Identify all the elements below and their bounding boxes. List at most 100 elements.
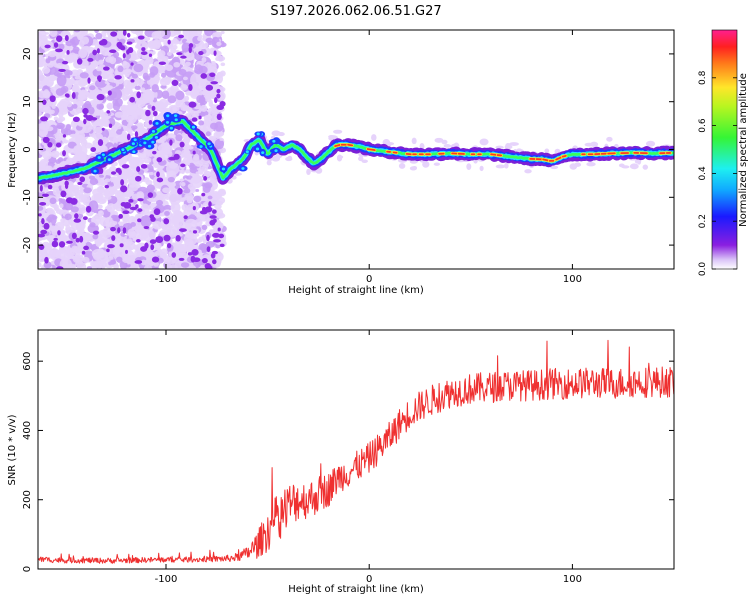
noise-spot [156, 237, 163, 242]
noise-blob [98, 59, 104, 65]
colorbar-ticks: 0.0 0.2 0.4 0.6 0.8 [698, 70, 737, 276]
noise-blob [51, 215, 58, 220]
noise-spot [62, 150, 66, 157]
noise-spot [126, 41, 133, 45]
noise-spot [206, 246, 211, 253]
noise-blob [71, 85, 79, 93]
noise-blob [54, 134, 60, 139]
noise-spot [106, 248, 110, 253]
noise-blob [87, 106, 95, 115]
noise-spot [101, 127, 105, 131]
noise-blob [172, 143, 179, 148]
noise-blob [109, 176, 119, 183]
noise-spot [178, 34, 185, 39]
trace-halo-speckle [621, 165, 630, 169]
trace-halo-speckle [371, 134, 377, 141]
noise-blob [168, 181, 173, 187]
noise-blob [151, 39, 162, 48]
noise-blob [162, 187, 171, 194]
noise-spot [44, 256, 49, 264]
noise-spot [44, 44, 51, 49]
noise-spot [82, 107, 89, 115]
x-tick-label: 100 [563, 274, 582, 285]
noise-spot [204, 206, 213, 213]
noise-spot [111, 235, 116, 242]
noise-blob [183, 143, 191, 151]
noise-spot [110, 31, 118, 37]
noise-blob [156, 199, 164, 206]
noise-spot [122, 53, 126, 59]
noise-spot [72, 116, 80, 123]
noise-spot [77, 181, 83, 186]
noise-blob [154, 31, 161, 38]
noise-blob [84, 142, 93, 149]
noise-blob [201, 79, 207, 86]
noise-blob [112, 137, 119, 143]
trace-halo-speckle [479, 165, 484, 172]
ridge-hot-red [334, 143, 342, 148]
noise-blob [207, 195, 213, 200]
noise-blob [201, 56, 207, 63]
noise-blob [82, 256, 90, 263]
noise-blob [140, 215, 152, 228]
noise-blob [131, 263, 140, 269]
noise-blob [175, 90, 185, 101]
noise-spot [211, 209, 217, 214]
noise-blob [189, 162, 194, 166]
noise-spot [107, 244, 115, 249]
noise-blob [65, 40, 74, 47]
noise-blob [47, 50, 57, 58]
noise-spot [130, 79, 135, 83]
noise-spot [47, 141, 53, 148]
figure-title: S197.2026.062.06.51.G27 [270, 4, 441, 19]
noise-spot [81, 250, 86, 255]
noise-blob [151, 84, 160, 93]
noise-spot [129, 206, 138, 211]
noise-blob [143, 92, 152, 101]
noise-blob [106, 203, 116, 213]
x-tick-label: -100 [155, 274, 178, 285]
colorbar: 0.0 0.2 0.4 0.6 0.8 Normalized spectral ampl… [698, 29, 749, 276]
noise-blob [43, 89, 49, 95]
noise-spot [192, 230, 198, 234]
noise-blob [180, 181, 186, 187]
noise-spot [190, 255, 196, 263]
noise-blob [140, 203, 150, 214]
noise-blob [89, 63, 97, 69]
noise-spot [137, 35, 145, 40]
noise-blob [167, 176, 175, 183]
trace-halo-speckle [586, 162, 596, 167]
noise-blob [158, 65, 167, 72]
noise-blob [98, 174, 104, 178]
noise-blob [214, 203, 222, 210]
trace-halo-speckle [524, 169, 532, 174]
trace-halo-speckle [509, 142, 519, 146]
noise-blob [101, 120, 106, 126]
noise-blob [185, 90, 193, 96]
noise-spot [66, 240, 73, 244]
noise-blob [60, 218, 66, 224]
noise-blob [220, 30, 225, 35]
noise-blob [102, 227, 113, 239]
noise-blob [38, 261, 42, 268]
noise-spot [110, 226, 116, 232]
noise-spot [203, 176, 208, 181]
noise-blob [131, 156, 141, 166]
noise-spot [129, 96, 136, 103]
noise-blob [53, 71, 61, 77]
noise-spot [201, 192, 206, 197]
noise-blob [195, 189, 200, 192]
noise-blob [78, 101, 84, 107]
noise-blob [172, 104, 180, 112]
noise-spot [64, 180, 69, 187]
ridge-blob-core [101, 153, 105, 157]
noise-blob [81, 36, 90, 45]
ridge-blob-core [255, 147, 260, 151]
ridge-blob-core [151, 129, 156, 133]
noise-blob [179, 59, 186, 65]
snr-series-line [38, 339, 674, 564]
ridge-blob-core [174, 118, 178, 122]
noise-blob [93, 192, 103, 203]
noise-blob [148, 171, 154, 176]
noise-blob [166, 51, 172, 56]
